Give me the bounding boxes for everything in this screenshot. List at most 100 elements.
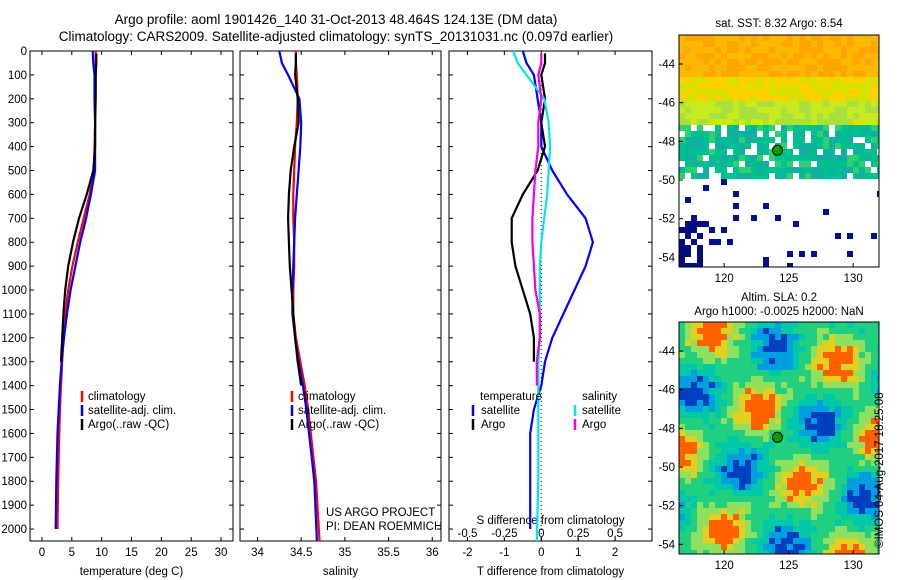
- map-cell: [691, 544, 697, 550]
- xtick-label: -1: [499, 547, 509, 559]
- map-cell: [847, 71, 853, 77]
- map-cell: [697, 496, 703, 502]
- map-cell: [877, 436, 879, 442]
- map-cell: [703, 322, 709, 328]
- map-cell: [697, 442, 703, 448]
- map-cell: [769, 436, 775, 442]
- map-cell: [715, 484, 721, 490]
- map-cell: [811, 113, 817, 119]
- map-cell: [691, 53, 697, 59]
- map-cell: [865, 442, 871, 448]
- map-cell: [757, 490, 763, 496]
- map-cell: [817, 520, 823, 526]
- map-cell: [733, 538, 739, 544]
- map-cell: [697, 322, 703, 328]
- map-cell: [859, 424, 865, 430]
- map-cell: [823, 340, 829, 346]
- map-cell: [811, 412, 817, 418]
- map-cell: [781, 221, 787, 227]
- map-cell: [733, 400, 739, 406]
- map-cell: [727, 478, 733, 484]
- map-cell: [877, 221, 879, 227]
- map-cell: [787, 215, 793, 221]
- map-cell: [781, 514, 787, 520]
- map-cell: [781, 161, 787, 167]
- map-cell: [847, 508, 853, 514]
- map-cell: [787, 107, 793, 113]
- map-cell: [733, 442, 739, 448]
- map-cell: [877, 448, 879, 454]
- map-cell: [775, 89, 781, 95]
- map-cell: [745, 41, 751, 47]
- map-cell: [775, 442, 781, 448]
- map-cell: [739, 35, 745, 41]
- map-cell: [703, 388, 709, 394]
- map-cell: [745, 53, 751, 59]
- map-cell: [757, 460, 763, 466]
- map-cell: [775, 406, 781, 412]
- map-cell: [865, 400, 871, 406]
- map-cell: [871, 508, 877, 514]
- map-cell: [709, 484, 715, 490]
- map-cell: [805, 89, 811, 95]
- secondary-xtick-label: -0.5: [458, 528, 478, 540]
- map-cell: [865, 484, 871, 490]
- map-cell: [829, 71, 835, 77]
- map-cell: [829, 502, 835, 508]
- map-cell: [751, 83, 757, 89]
- map-cell: [763, 424, 769, 430]
- map-cell: [829, 113, 835, 119]
- map-cell: [685, 550, 691, 554]
- map-cell: [805, 496, 811, 502]
- map-cell: [799, 155, 805, 161]
- map-cell: [745, 370, 751, 376]
- map-cell: [745, 424, 751, 430]
- map-cell: [793, 478, 799, 484]
- map-cell: [787, 143, 793, 149]
- map-cell: [865, 119, 871, 125]
- map-cell: [877, 394, 879, 400]
- map-cell: [727, 185, 733, 191]
- map-cell: [757, 119, 763, 125]
- map-cell: [691, 526, 697, 532]
- map-cell: [769, 137, 775, 143]
- map-cell: [709, 370, 715, 376]
- map-cell: [799, 490, 805, 496]
- map-cell: [727, 137, 733, 143]
- map-cell: [757, 209, 763, 215]
- map-cell: [805, 358, 811, 364]
- map-cell: [865, 137, 871, 143]
- map-cell: [769, 245, 775, 251]
- map-cell: [817, 203, 823, 209]
- map-cell: [775, 448, 781, 454]
- map-cell: [817, 544, 823, 550]
- map-cell: [715, 197, 721, 203]
- map-cell: [757, 41, 763, 47]
- map-cell: [859, 358, 865, 364]
- map-cell: [853, 209, 859, 215]
- map-cell: [721, 173, 727, 179]
- map-cell: [745, 454, 751, 460]
- map-cell: [823, 538, 829, 544]
- map-cell: [817, 484, 823, 490]
- map-cell: [763, 83, 769, 89]
- map-cell: [805, 466, 811, 472]
- map-cell: [859, 370, 865, 376]
- map-cell: [859, 227, 865, 233]
- map-cell: [793, 89, 799, 95]
- map-cell: [715, 257, 721, 263]
- map-cell: [793, 322, 799, 328]
- map-cell: [793, 400, 799, 406]
- map-cell: [685, 430, 691, 436]
- map-cell: [691, 472, 697, 478]
- map-xtick-label: 125: [779, 273, 798, 285]
- map-cell: [871, 490, 877, 496]
- map-cell: [865, 89, 871, 95]
- map-cell: [733, 544, 739, 550]
- map-cell: [691, 538, 697, 544]
- ytick-label: 900: [8, 261, 27, 273]
- map-cell: [859, 478, 865, 484]
- map-cell: [679, 442, 685, 448]
- map-cell: [799, 215, 805, 221]
- map-cell: [691, 197, 697, 203]
